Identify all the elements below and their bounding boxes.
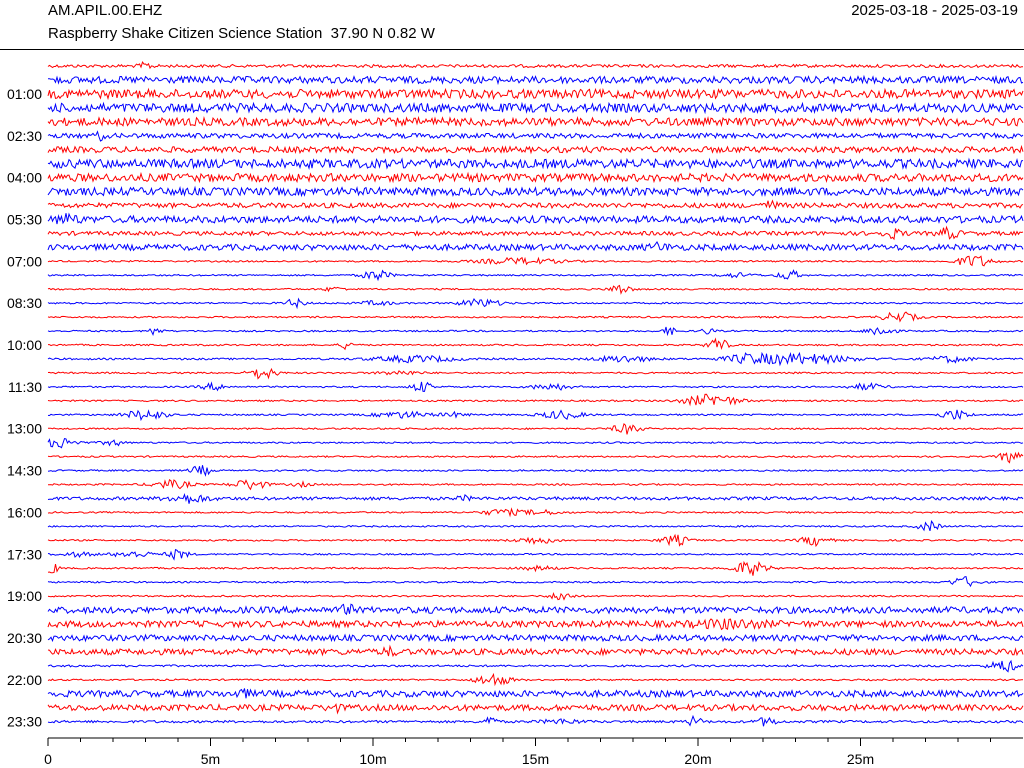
hour-label: 01:00	[7, 86, 42, 102]
trace-0330	[47, 157, 1024, 170]
trace-2130	[47, 659, 1024, 673]
hour-label: 10:00	[7, 337, 42, 353]
hour-label: 19:00	[7, 588, 42, 604]
trace-0700	[47, 255, 1024, 267]
x-tick-label: 25m	[847, 751, 874, 767]
hour-label: 23:30	[7, 714, 42, 730]
hour-label: 16:00	[7, 504, 42, 520]
trace-0800	[47, 284, 1024, 295]
trace-1230	[47, 409, 1024, 422]
hour-label: 11:30	[8, 379, 42, 395]
trace-1200	[47, 393, 1024, 407]
trace-0830	[47, 297, 1024, 310]
station-code: AM.APIL.00.EHZ	[48, 2, 163, 19]
trace-1100	[47, 367, 1024, 380]
trace-0600	[47, 225, 1024, 241]
trace-2200	[47, 672, 1024, 687]
trace-0200	[47, 115, 1024, 128]
trace-0500	[47, 199, 1024, 210]
trace-2100	[47, 644, 1024, 658]
date-range: 2025-03-18 - 2025-03-19	[851, 2, 1018, 19]
trace-1830	[47, 576, 1024, 588]
x-tick-label: 10m	[359, 751, 386, 767]
trace-1530	[47, 492, 1024, 504]
trace-0930	[47, 326, 1024, 337]
trace-2300	[47, 702, 1024, 715]
x-tick-label: 0	[44, 751, 52, 767]
trace-1430	[47, 465, 1024, 477]
hour-label: 07:00	[7, 253, 42, 269]
trace-0630	[47, 241, 1024, 252]
hour-label: 22:00	[7, 672, 42, 688]
hour-label: 04:00	[7, 170, 42, 186]
hour-label: 05:30	[7, 211, 42, 227]
trace-1700	[47, 533, 1024, 548]
seismic-traces	[47, 61, 1024, 727]
hour-label: 08:30	[7, 295, 42, 311]
trace-1500	[48, 478, 1024, 491]
trace-1930	[47, 603, 1024, 616]
trace-1030	[47, 351, 1024, 367]
trace-0400	[47, 171, 1024, 184]
trace-1800	[47, 560, 1024, 576]
trace-1330	[47, 438, 1024, 449]
trace-1600	[47, 507, 1024, 518]
x-tick-label: 20m	[684, 751, 711, 767]
trace-0900	[47, 311, 1024, 323]
trace-1000	[48, 337, 1024, 351]
trace-1900	[47, 591, 1024, 601]
trace-0430	[47, 185, 1024, 198]
hour-label: 20:30	[7, 630, 42, 646]
x-tick-label: 5m	[201, 751, 220, 767]
trace-1130	[47, 381, 1024, 392]
trace-0130	[47, 101, 1024, 115]
trace-0530	[47, 212, 1024, 225]
time-axis-labels: 01:00 02:30 04:00 05:30 07:00 08:30 10:00 11:30…	[7, 86, 42, 730]
trace-0000	[47, 61, 1023, 70]
trace-0100	[47, 87, 1024, 101]
trace-1730	[47, 548, 1024, 561]
hour-label: 14:30	[7, 463, 42, 479]
trace-1300	[48, 423, 1024, 435]
trace-2030	[47, 633, 1024, 643]
trace-0730	[47, 269, 1024, 282]
trace-1400	[47, 451, 1024, 464]
x-tick-label: 15m	[522, 751, 549, 767]
hour-label: 02:30	[7, 128, 42, 144]
trace-1630	[47, 520, 1024, 532]
trace-0230	[47, 130, 1024, 142]
station-description: Raspberry Shake Citizen Science Station …	[48, 25, 435, 42]
trace-0300	[47, 144, 1024, 155]
trace-2000	[47, 618, 1024, 631]
hour-label: 13:00	[7, 421, 42, 437]
trace-2330	[47, 714, 1024, 727]
header-divider	[0, 49, 1024, 50]
trace-2230	[47, 688, 1024, 699]
hour-label: 17:30	[7, 546, 42, 562]
trace-0030	[47, 74, 1024, 86]
minute-axis: 0 5m 10m 15m 20m 25m	[44, 737, 1023, 767]
